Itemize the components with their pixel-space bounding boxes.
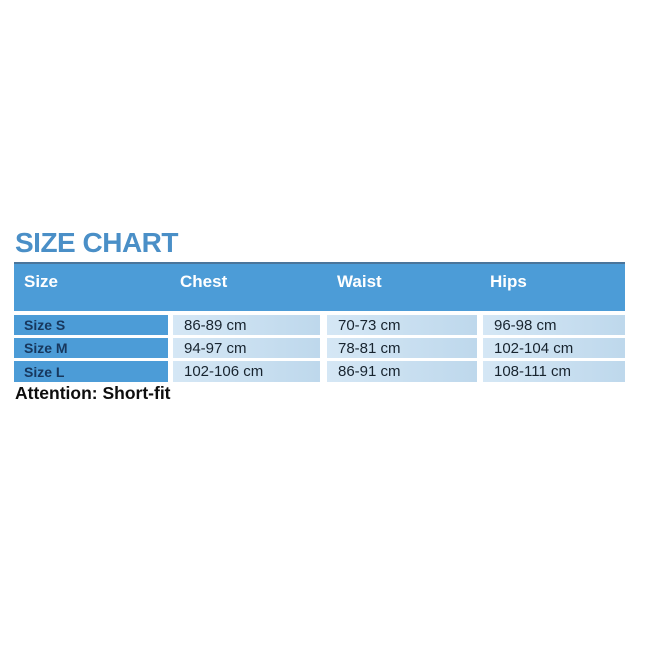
table-row-size-m: Size M 94-97 cm 78-81 cm 102-104 cm	[14, 338, 625, 358]
attention-note: Attention: Short-fit	[15, 383, 171, 403]
chest-value-cell: 86-89 cm	[173, 315, 320, 335]
hips-value-cell: 108-111 cm	[483, 361, 625, 382]
hips-value-cell: 102-104 cm	[483, 338, 625, 358]
header-cell-hips: Hips	[490, 272, 527, 291]
size-chart-title: SIZE CHART	[15, 227, 179, 258]
waist-value-cell: 86-91 cm	[327, 361, 477, 382]
chest-value-cell: 102-106 cm	[173, 361, 320, 382]
header-cell-size: Size	[24, 272, 59, 291]
size-chart-table: Size Chest Waist Hips Size S 86-89 cm 70…	[14, 262, 625, 382]
waist-value-cell: 78-81 cm	[327, 338, 477, 358]
table-row-size-s: Size S 86-89 cm 70-73 cm 96-98 cm	[14, 315, 625, 335]
row-label-cell: Size M	[14, 338, 168, 358]
header-cell-waist: Waist	[337, 272, 382, 291]
table-header-row: Size Chest Waist Hips	[14, 262, 625, 311]
row-label-cell: Size L	[14, 361, 168, 382]
header-cell-chest: Chest	[180, 272, 228, 291]
table-row-size-l: Size L 102-106 cm 86-91 cm 108-111 cm	[14, 361, 625, 382]
hips-value-cell: 96-98 cm	[483, 315, 625, 335]
chest-value-cell: 94-97 cm	[173, 338, 320, 358]
waist-value-cell: 70-73 cm	[327, 315, 477, 335]
row-label-cell: Size S	[14, 315, 168, 335]
